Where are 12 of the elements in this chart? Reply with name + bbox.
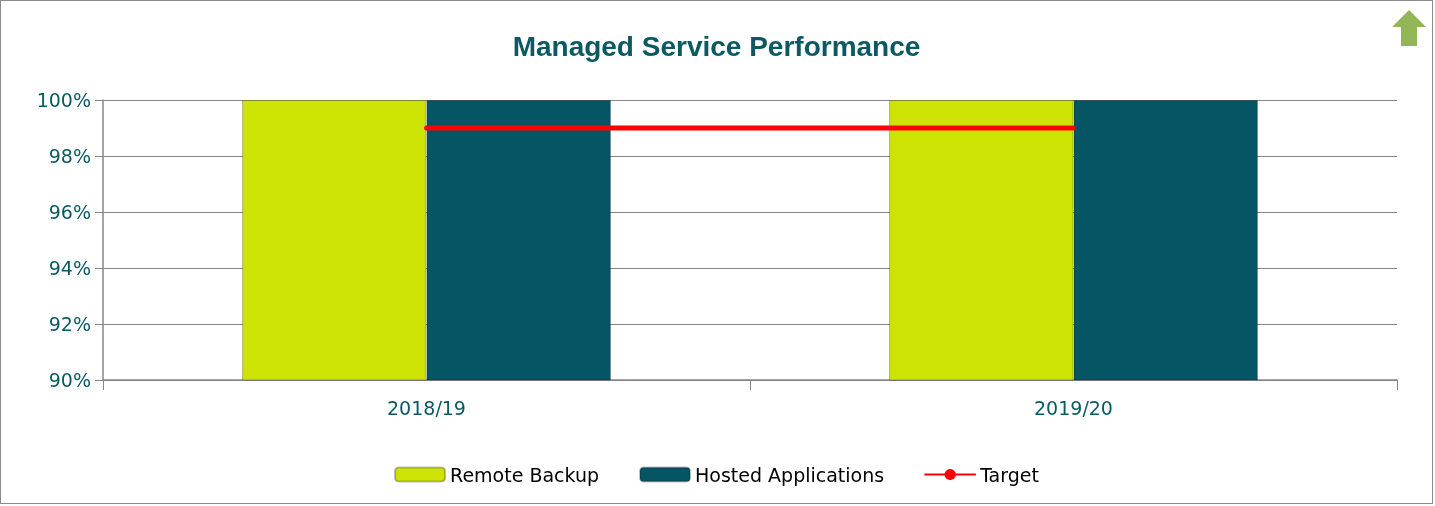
y-tick-label: 94%: [48, 257, 91, 279]
chart-title: Managed Service Performance: [512, 30, 921, 62]
y-tick-label: 100%: [36, 89, 91, 111]
x-tick-label: 2019/20: [1034, 396, 1113, 419]
x-tick-label: 2018/19: [387, 396, 466, 419]
legend-label: Hosted Applications: [695, 463, 885, 486]
y-tick-label: 96%: [48, 201, 91, 223]
legend-label: Remote Backup: [450, 463, 600, 486]
legend-label: Target: [979, 463, 1039, 486]
y-tick-label: 98%: [48, 145, 91, 167]
y-tick-label: 92%: [48, 313, 91, 335]
y-tick-label: 90%: [48, 369, 91, 391]
